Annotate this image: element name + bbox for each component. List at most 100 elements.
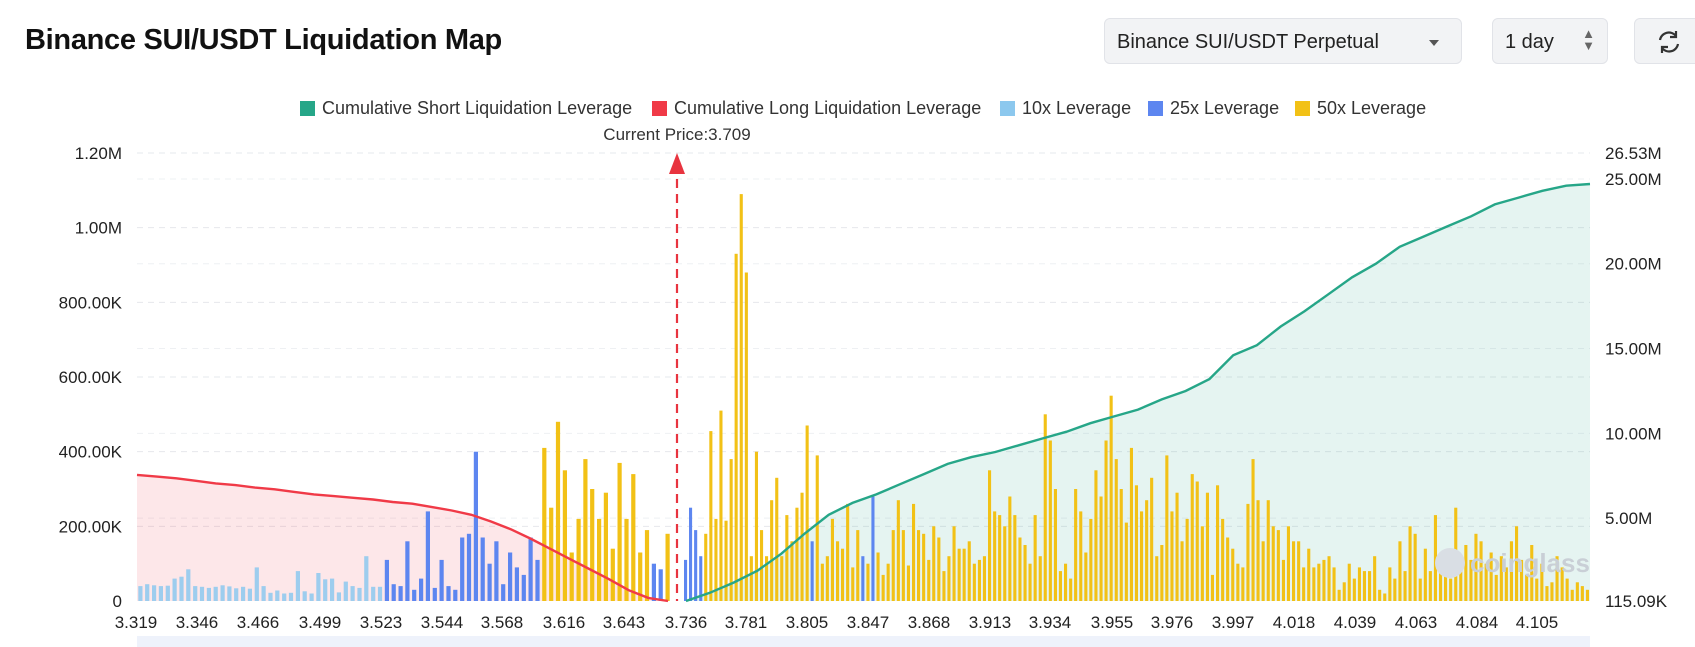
leverage-bar — [917, 530, 921, 601]
leverage-bar — [754, 451, 758, 601]
leverage-bar — [861, 556, 865, 601]
y-right-tick-label: 10.00M — [1605, 424, 1662, 443]
leverage-bar — [398, 586, 403, 601]
leverage-bar — [1038, 556, 1042, 601]
leverage-bar — [172, 578, 177, 601]
leverage-bar — [610, 548, 615, 601]
leverage-bar — [760, 530, 764, 601]
leverage-bar — [1312, 567, 1316, 601]
leverage-bar — [896, 500, 900, 601]
leverage-bar — [1378, 589, 1382, 601]
leverage-bar — [1494, 574, 1498, 601]
leverage-bar — [1114, 459, 1118, 601]
leverage-bar — [1393, 578, 1397, 601]
leverage-bar — [193, 586, 198, 601]
timeframe-select[interactable]: 1 day ▲ ▼ — [1492, 18, 1608, 64]
leverage-bar — [1286, 526, 1290, 601]
x-tick-label: 4.039 — [1334, 613, 1377, 632]
leverage-bar — [309, 593, 314, 601]
leverage-bar — [631, 474, 636, 601]
legend-item-short[interactable]: Cumulative Short Liquidation Leverage — [300, 98, 632, 119]
x-tick-label: 3.781 — [725, 613, 768, 632]
chevron-down-icon — [1429, 40, 1439, 46]
legend-label-10x: 10x Leverage — [1022, 98, 1132, 118]
leverage-bar — [138, 586, 143, 601]
leverage-bar — [658, 569, 663, 601]
leverage-bar — [815, 455, 819, 601]
leverage-bar — [714, 518, 718, 601]
leverage-bar — [1221, 518, 1225, 601]
leverage-bar — [1307, 548, 1311, 601]
leverage-bar — [1449, 578, 1453, 601]
x-tick-label: 3.847 — [847, 613, 890, 632]
leverage-bar — [891, 530, 895, 601]
leverage-bar — [145, 584, 150, 601]
leverage-bar — [1398, 541, 1402, 601]
leverage-bar — [1084, 552, 1088, 601]
leverage-bar — [1089, 518, 1093, 601]
leverage-bar — [709, 431, 713, 601]
leverage-bar — [922, 533, 926, 601]
leverage-bar — [1347, 563, 1351, 601]
leverage-bar — [371, 586, 376, 601]
x-tick-label: 3.913 — [969, 613, 1012, 632]
leverage-bar — [1327, 556, 1331, 601]
leverage-bar — [927, 559, 931, 601]
leverage-bar — [1236, 563, 1240, 601]
watermark: coinglass — [1470, 548, 1590, 578]
leverage-bar — [1362, 571, 1366, 601]
leverage-bar — [158, 586, 163, 601]
timeframe-value: 1 day — [1505, 31, 1554, 53]
leverage-bar — [1433, 515, 1437, 601]
leverage-bar — [1023, 545, 1027, 601]
cumulative-short-area — [686, 184, 1590, 601]
refresh-button[interactable] — [1634, 18, 1695, 64]
leverage-bar — [412, 589, 417, 601]
x-tick-label: 3.643 — [603, 613, 646, 632]
legend-item-25x[interactable]: 25x Leverage — [1148, 98, 1279, 119]
leverage-bar — [1474, 533, 1478, 601]
legend-item-long[interactable]: Cumulative Long Liquidation Leverage — [652, 98, 981, 119]
leverage-bar — [542, 447, 547, 601]
legend-item-10x[interactable]: 10x Leverage — [1000, 98, 1131, 119]
leverage-bar — [704, 533, 708, 601]
leverage-bar — [1028, 563, 1032, 601]
leverage-bar — [1069, 578, 1073, 601]
leverage-bar — [684, 559, 688, 601]
leverage-bar — [1469, 559, 1473, 601]
leverage-bar — [405, 541, 410, 601]
leverage-bar — [508, 552, 513, 601]
leverage-bar — [972, 563, 976, 601]
leverage-bar — [775, 477, 779, 601]
leverage-bar — [1530, 545, 1534, 601]
x-tick-label: 3.934 — [1029, 613, 1072, 632]
leverage-bar — [1064, 563, 1068, 601]
leverage-bar — [1545, 586, 1549, 601]
leverage-bar — [1190, 474, 1194, 601]
leverage-bar — [1540, 563, 1544, 601]
legend-swatch-short — [300, 101, 315, 116]
leverage-bar — [1099, 496, 1103, 601]
leverage-bar — [254, 567, 259, 601]
leverage-bar — [1134, 485, 1138, 601]
leverage-bar — [795, 507, 799, 601]
x-tick-label: 4.105 — [1516, 613, 1559, 632]
leverage-bar — [1352, 578, 1356, 601]
leverage-bar — [830, 518, 834, 601]
legend-item-50x[interactable]: 50x Leverage — [1295, 98, 1426, 119]
leverage-bar — [1560, 567, 1564, 601]
leverage-bar — [494, 541, 499, 601]
leverage-bar — [770, 500, 774, 601]
leverage-bar — [1043, 414, 1047, 601]
leverage-bar — [825, 556, 829, 601]
leverage-bar — [165, 585, 170, 601]
pair-select[interactable]: Binance SUI/USDT Perpetual — [1104, 18, 1462, 64]
leverage-bar — [1216, 485, 1220, 601]
x-tick-label: 3.616 — [543, 613, 586, 632]
leverage-bar — [1403, 571, 1407, 601]
leverage-bar — [1160, 545, 1164, 601]
leverage-bar — [1322, 559, 1326, 601]
leverage-bar — [1180, 541, 1184, 601]
leverage-bar — [199, 586, 205, 601]
leverage-bar — [316, 573, 321, 601]
